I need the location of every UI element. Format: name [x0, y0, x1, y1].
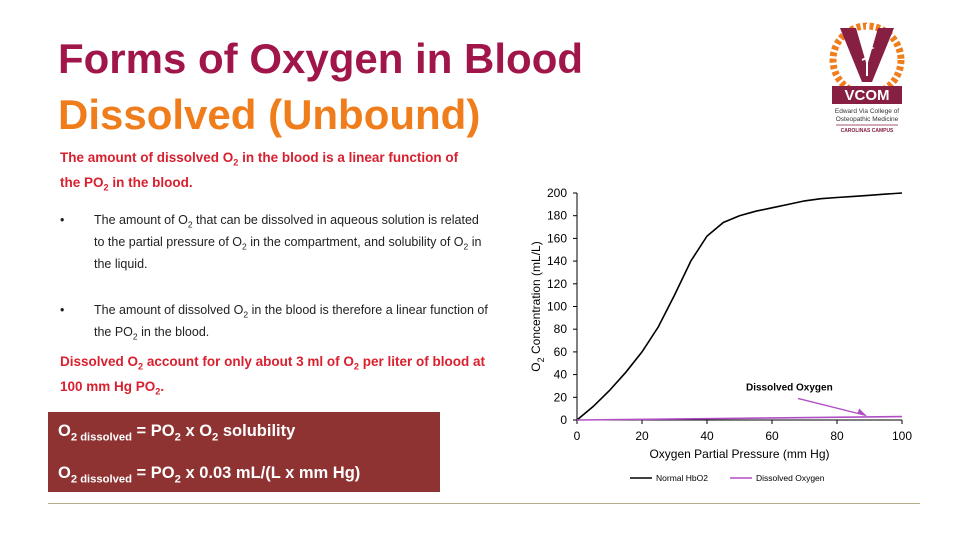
x-axis-label: Oxygen Partial Pressure (mm Hg) — [649, 447, 829, 461]
bullet-marker: • — [60, 302, 65, 317]
y-tick-label: 20 — [554, 390, 568, 404]
annotation-text: Dissolved Oxygen — [746, 382, 833, 393]
footer-rule — [48, 503, 920, 504]
bullet-item: • The amount of dissolved O2 in the bloo… — [60, 302, 488, 342]
y-tick-label: 160 — [547, 231, 567, 245]
y-tick-label: 200 — [547, 186, 567, 200]
y-axis-label: O2 Concentration (mL/L) — [529, 241, 546, 371]
logo-serpent — [861, 33, 875, 61]
x-tick-label: 40 — [700, 429, 714, 443]
y-tick-label: 100 — [547, 300, 567, 314]
logo-campus: CAROLINAS CAMPUS — [841, 128, 894, 134]
vcom-logo: VCOM Edward Via College of Osteopathic M… — [829, 22, 905, 134]
dissolved-note: Dissolved O2 account for only about 3 ml… — [60, 354, 486, 397]
equation-solubility: O2 dissolved = PO2 x O2 solubility — [58, 422, 296, 444]
series-line-dissolved-oxygen — [576, 415, 903, 421]
bullet-list: • The amount of O2 that can be dissolved… — [60, 212, 490, 346]
bullet-item: • The amount of O2 that can be dissolved… — [60, 213, 482, 271]
y-tick-label: 60 — [554, 345, 568, 359]
y-tick-label: 180 — [547, 209, 567, 223]
x-tick-label: 100 — [892, 429, 912, 443]
equation-numeric: O2 dissolved = PO2 x 0.03 mL/(L x mm Hg) — [58, 464, 361, 486]
x-tick-label: 80 — [830, 429, 844, 443]
bullet-marker: • — [60, 213, 65, 227]
y-tick-label: 40 — [554, 368, 568, 382]
intro-text: The amount of dissolved O2 in the blood … — [60, 150, 459, 193]
oxygen-chart: 0 20 40 60 80 100 0 20 40 60 80 100 120 140 160 180 200 O… — [529, 186, 912, 483]
y-tick-label: 0 — [560, 413, 567, 427]
legend-label: Dissolved Oxygen — [756, 473, 825, 483]
equation-box: O2 dissolved = PO2 x O2 solubility O2 di… — [48, 412, 440, 492]
x-tick-label: 20 — [635, 429, 649, 443]
slide-subtitle: Dissolved (Unbound) — [58, 91, 481, 138]
annotation-arrow — [797, 397, 867, 417]
slide-title: Forms of Oxygen in Blood — [58, 35, 584, 82]
x-tick-label: 0 — [574, 429, 581, 443]
annotation-arrowhead — [857, 408, 867, 416]
y-tick-label: 80 — [554, 322, 568, 336]
logo-line2: Osteopathic Medicine — [836, 116, 899, 123]
logo-v-shape — [840, 28, 894, 82]
y-tick-label: 120 — [547, 277, 567, 291]
y-tick-label: 140 — [547, 254, 567, 268]
logo-banner — [832, 86, 902, 104]
legend-label: Normal HbO2 — [656, 473, 708, 483]
logo-text: VCOM — [845, 87, 890, 104]
series-line-normal-hbo2 — [576, 192, 903, 421]
x-tick-label: 60 — [765, 429, 779, 443]
logo-line1: Edward Via College of — [835, 108, 899, 115]
